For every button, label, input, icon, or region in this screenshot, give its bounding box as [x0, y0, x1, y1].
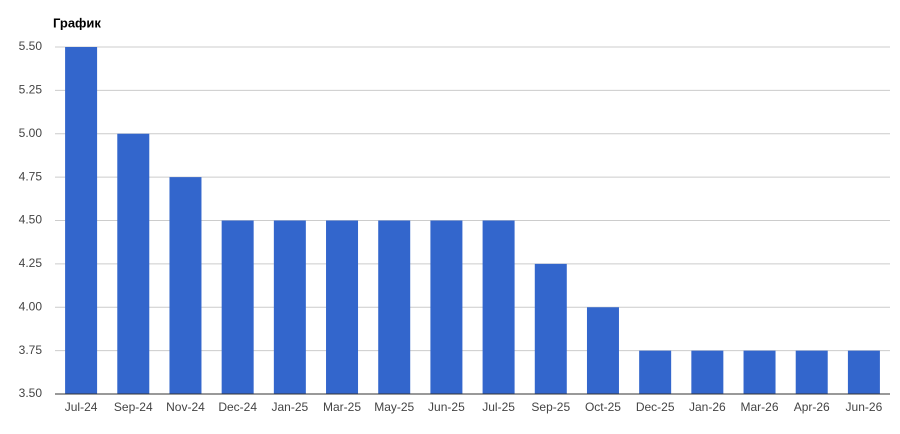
bar	[534, 263, 567, 394]
bar	[326, 220, 359, 394]
chart-title: График	[53, 15, 101, 30]
x-tick-label: Jan-26	[689, 400, 726, 414]
bar	[273, 220, 306, 394]
y-tick-label: 4.50	[19, 213, 43, 227]
x-tick-label: Sep-25	[531, 400, 570, 414]
x-tick-label: Mar-26	[741, 400, 779, 414]
x-tick-label: Dec-25	[636, 400, 675, 414]
y-tick-label: 3.75	[19, 343, 43, 357]
x-tick-label: Mar-25	[323, 400, 361, 414]
bar	[795, 350, 828, 394]
bar	[169, 177, 202, 394]
y-tick-label: 4.75	[19, 169, 43, 183]
x-tick-label: Dec-24	[218, 400, 257, 414]
y-tick-label: 5.50	[19, 39, 43, 53]
x-tick-label: Jul-25	[482, 400, 515, 414]
bar	[482, 220, 515, 394]
bar	[639, 350, 672, 394]
bar	[743, 350, 776, 394]
bar	[691, 350, 724, 394]
bar	[221, 220, 254, 394]
y-tick-label: 5.00	[19, 126, 43, 140]
bar	[847, 350, 880, 394]
bar	[430, 220, 463, 394]
y-tick-label: 5.25	[19, 83, 43, 97]
bar	[586, 307, 619, 394]
y-tick-label: 4.00	[19, 299, 43, 313]
x-tick-label: May-25	[374, 400, 414, 414]
x-tick-label: Jun-26	[846, 400, 883, 414]
x-tick-label: Sep-24	[114, 400, 153, 414]
bar	[378, 220, 411, 394]
x-tick-label: Jul-24	[65, 400, 98, 414]
bar	[65, 47, 98, 394]
x-tick-label: Jan-25	[271, 400, 308, 414]
y-tick-label: 4.25	[19, 256, 43, 270]
x-tick-label: Oct-25	[585, 400, 621, 414]
bar	[117, 133, 150, 394]
y-tick-label: 3.50	[19, 386, 43, 400]
x-tick-label: Apr-26	[794, 400, 830, 414]
x-tick-label: Jun-25	[428, 400, 465, 414]
x-tick-label: Nov-24	[166, 400, 205, 414]
